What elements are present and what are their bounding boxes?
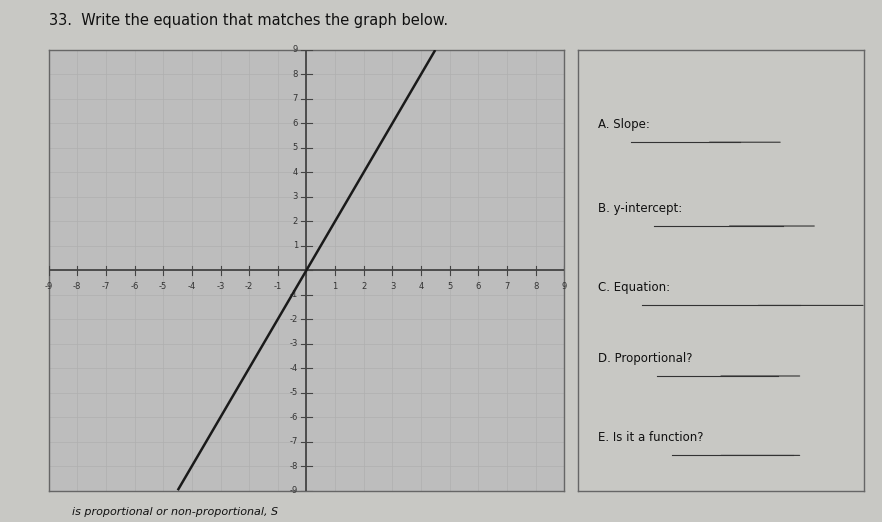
Text: -4: -4 — [188, 282, 196, 291]
Text: 8: 8 — [293, 69, 298, 79]
Text: -2: -2 — [289, 315, 298, 324]
Text: 9: 9 — [562, 282, 567, 291]
Text: 9: 9 — [293, 45, 298, 54]
Text: -1: -1 — [289, 290, 298, 299]
Text: 4: 4 — [293, 168, 298, 176]
Text: 6: 6 — [475, 282, 482, 291]
Text: 1: 1 — [293, 241, 298, 250]
Text: 3: 3 — [293, 192, 298, 201]
Text: -7: -7 — [289, 437, 298, 446]
Text: 1: 1 — [333, 282, 338, 291]
Text: -6: -6 — [289, 413, 298, 422]
Text: 2: 2 — [293, 217, 298, 226]
Text: -8: -8 — [289, 461, 298, 471]
Text: -1: -1 — [273, 282, 282, 291]
Text: -9: -9 — [44, 282, 53, 291]
Text: 5: 5 — [447, 282, 452, 291]
Text: D. Proportional?: D. Proportional? — [598, 352, 692, 365]
Text: 3: 3 — [390, 282, 395, 291]
Text: 4: 4 — [419, 282, 423, 291]
Text: -3: -3 — [289, 339, 298, 348]
Text: 7: 7 — [505, 282, 510, 291]
Text: -8: -8 — [73, 282, 81, 291]
Text: 6: 6 — [293, 118, 298, 127]
Text: is proportional or non-proportional, S: is proportional or non-proportional, S — [44, 507, 278, 517]
Text: -7: -7 — [101, 282, 110, 291]
Text: -5: -5 — [289, 388, 298, 397]
Text: A. Slope:: A. Slope: — [598, 118, 650, 131]
Text: 5: 5 — [293, 143, 298, 152]
Text: -5: -5 — [159, 282, 168, 291]
Text: -6: -6 — [131, 282, 138, 291]
Text: E. Is it a function?: E. Is it a function? — [598, 431, 703, 444]
Text: 33.  Write the equation that matches the graph below.: 33. Write the equation that matches the … — [49, 13, 448, 28]
Text: C. Equation:: C. Equation: — [598, 281, 670, 294]
Text: -3: -3 — [216, 282, 225, 291]
Text: B. y-intercept:: B. y-intercept: — [598, 202, 682, 215]
Text: -2: -2 — [245, 282, 253, 291]
Text: 7: 7 — [293, 94, 298, 103]
Text: -9: -9 — [289, 486, 298, 495]
Text: 8: 8 — [533, 282, 539, 291]
Text: 2: 2 — [362, 282, 366, 291]
Text: -4: -4 — [289, 364, 298, 373]
